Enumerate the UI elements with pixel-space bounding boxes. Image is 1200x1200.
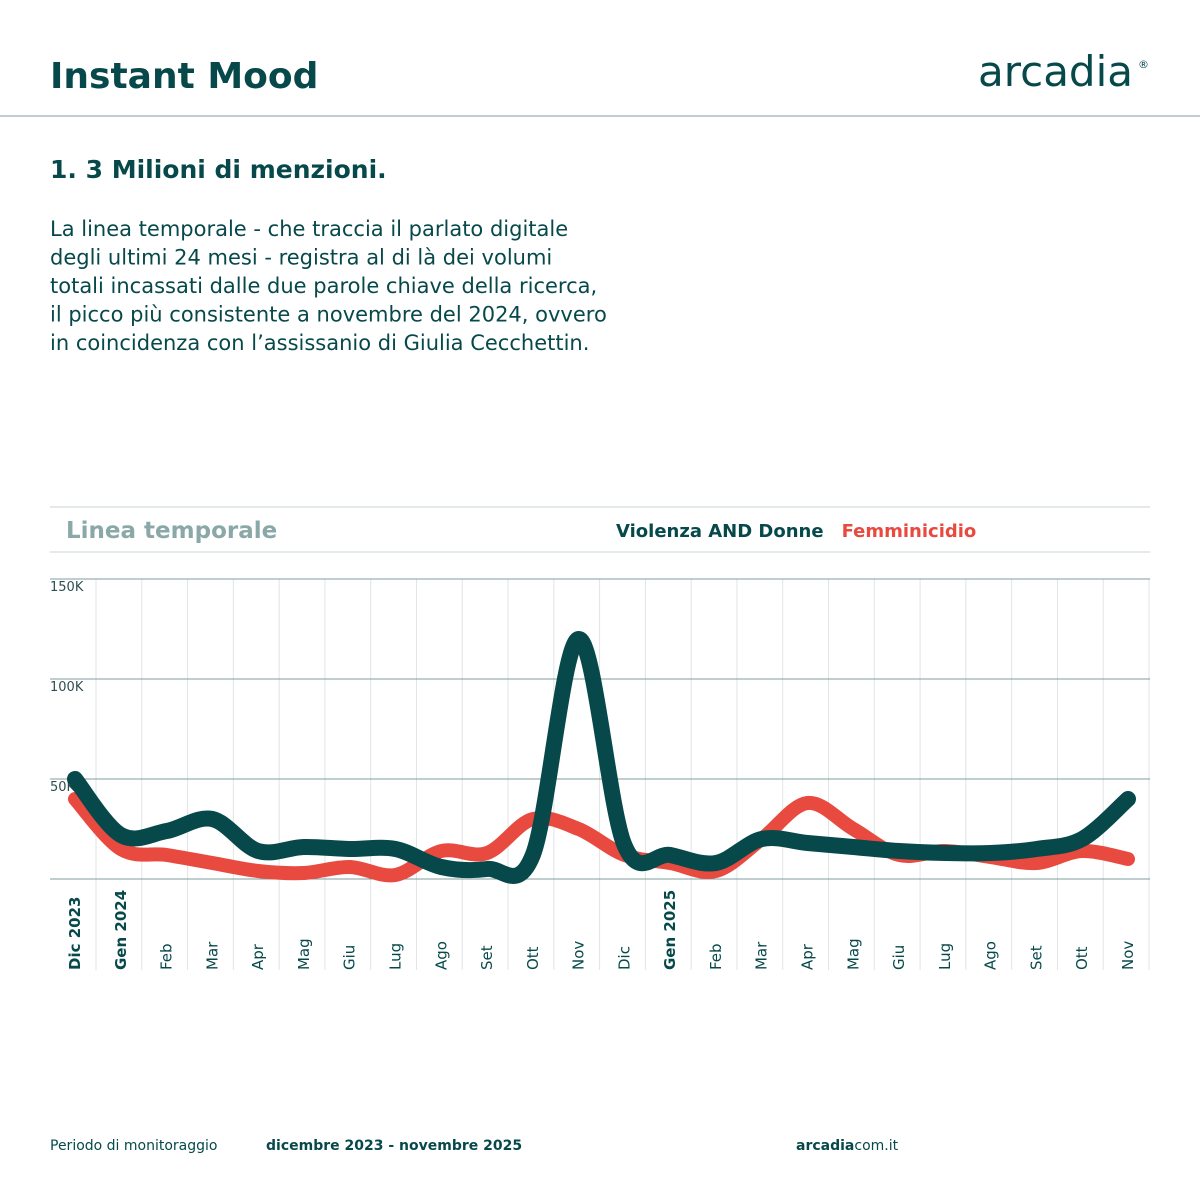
paragraph-line: il picco più consistente a novembre del … xyxy=(50,303,607,327)
x-tick-label: Dic 2023 xyxy=(66,897,84,970)
x-tick-label: Set xyxy=(1027,945,1045,970)
y-tick-label: 100K xyxy=(50,680,84,695)
x-tick-label: Ott xyxy=(1073,946,1091,970)
y-tick-label: 150K xyxy=(50,580,84,595)
section-heading: 1. 3 Milioni di menzioni. xyxy=(50,155,387,184)
footer-period: dicembre 2023 - novembre 2025 xyxy=(266,1138,522,1154)
page-title: Instant Mood xyxy=(50,56,318,97)
legend: Violenza AND Donne Femminicidio xyxy=(616,521,976,542)
x-tick-label: Lug xyxy=(936,943,954,970)
x-tick-label: Ott xyxy=(524,946,542,970)
legend-entry: Femminicidio xyxy=(842,521,977,542)
x-tick-label: Apr xyxy=(799,943,817,970)
chart-title: Linea temporale xyxy=(66,518,277,544)
paragraph-line: totali incassati dalle due parole chiave… xyxy=(50,274,597,298)
x-tick-label: Mar xyxy=(203,941,221,970)
site-rest: com.it xyxy=(854,1138,898,1154)
paragraph: La linea temporale - che traccia il parl… xyxy=(50,217,607,355)
x-tick-label: Nov xyxy=(570,941,588,970)
x-tick-label: Apr xyxy=(249,943,267,970)
x-tick-label: Mag xyxy=(295,938,313,970)
paragraph-line: in coincidenza con l’assissanio di Giuli… xyxy=(50,331,589,355)
paragraph-line: La linea temporale - che traccia il parl… xyxy=(50,217,568,241)
site-bold: arcadia xyxy=(796,1138,854,1154)
x-tick-label: Nov xyxy=(1119,941,1137,970)
x-tick-label: Dic xyxy=(615,946,633,970)
legend-entry: Violenza AND Donne xyxy=(616,521,824,542)
logo-mark: ® xyxy=(1138,58,1149,71)
x-tick-label: Mag xyxy=(844,938,862,970)
x-tick-label: Giu xyxy=(341,945,359,970)
x-tick-label: Feb xyxy=(158,943,176,970)
x-tick-label: Feb xyxy=(707,943,725,970)
logo: arcadia xyxy=(978,47,1133,96)
x-tick-label: Gen 2025 xyxy=(661,890,679,970)
x-tick-label: Ago xyxy=(432,941,450,970)
footer-site: arcadiacom.it xyxy=(796,1138,899,1154)
x-tick-label: Giu xyxy=(890,945,908,970)
x-tick-label: Set xyxy=(478,945,496,970)
paragraph-line: degli ultimi 24 mesi - registra al di là… xyxy=(50,246,552,270)
x-tick-label: Lug xyxy=(386,943,404,970)
series-line xyxy=(67,631,1136,884)
footer-label: Periodo di monitoraggio xyxy=(50,1138,217,1154)
x-tick-label: Gen 2024 xyxy=(112,890,130,970)
x-tick-label: Ago xyxy=(982,941,1000,970)
x-tick-label: Mar xyxy=(753,941,771,970)
